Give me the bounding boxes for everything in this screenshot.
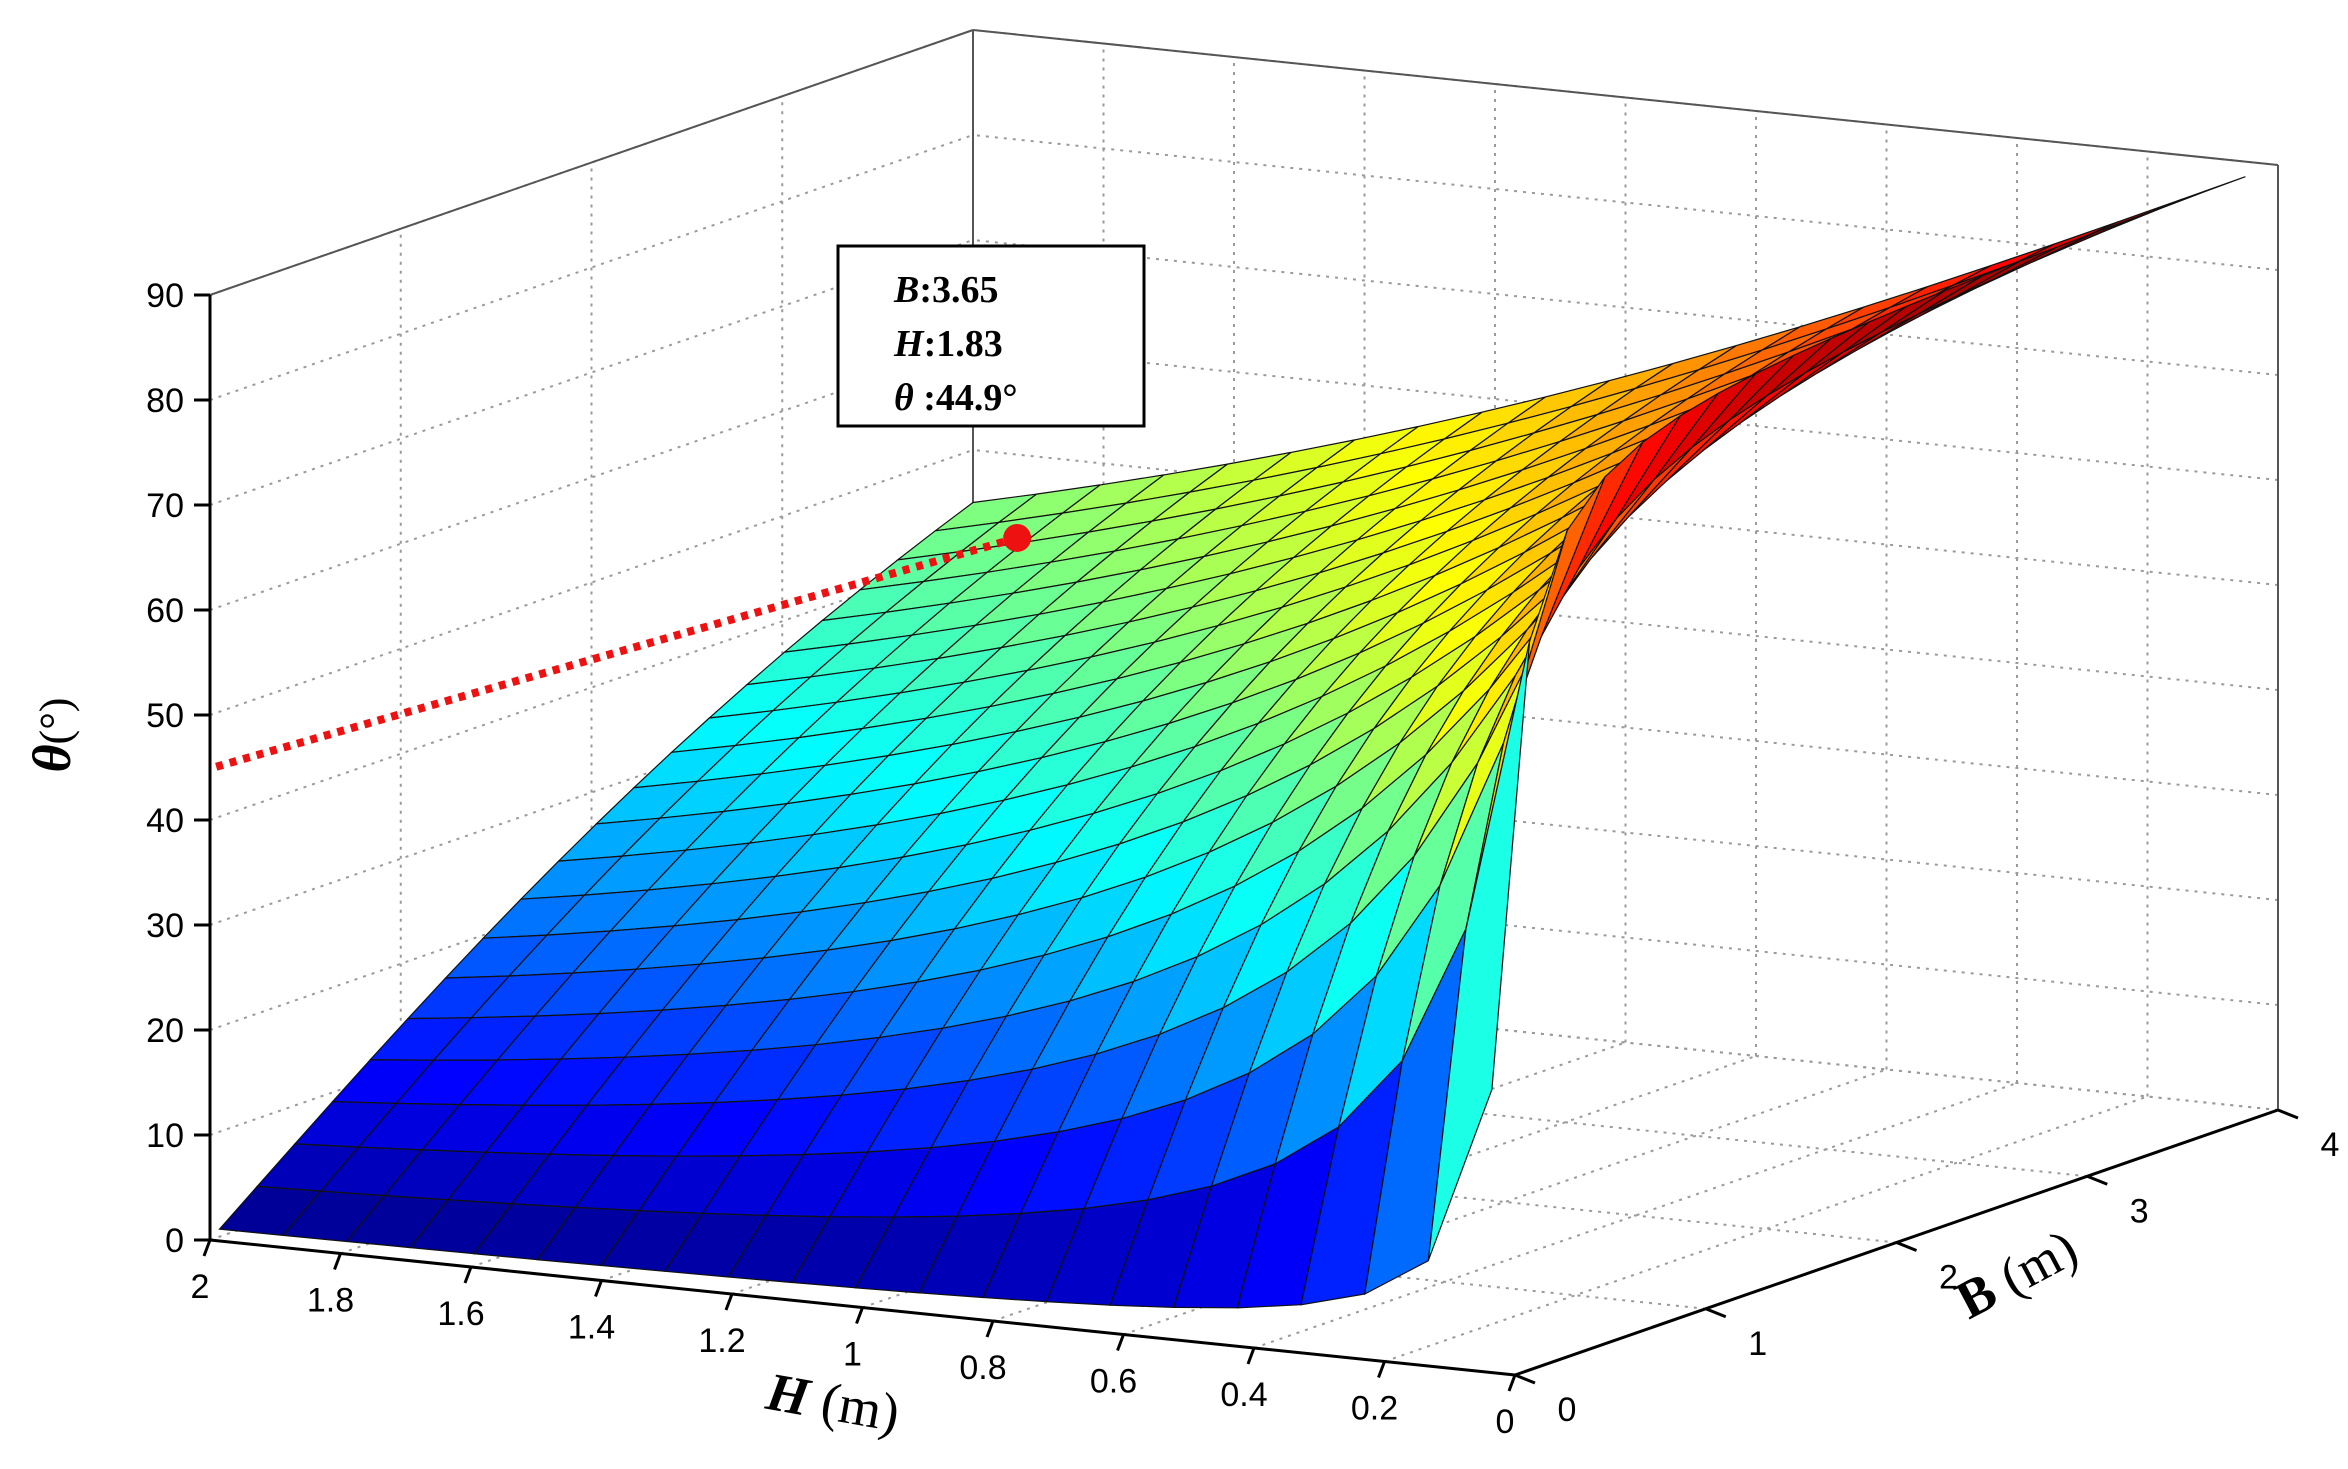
surface-plot bbox=[218, 176, 2246, 1309]
grid-line bbox=[972, 974, 2279, 1111]
data-tip-line-b: B:3.65 bbox=[893, 269, 999, 311]
surface-patch bbox=[1952, 243, 2055, 286]
surface-patch bbox=[1993, 232, 2095, 280]
grid-line bbox=[1384, 1095, 2148, 1363]
data-tip-theta-val: :44.9° bbox=[914, 377, 1018, 419]
grid-line bbox=[972, 764, 2279, 901]
data-tip-h-val: :1.83 bbox=[924, 323, 1003, 365]
data-tip-h-var: H bbox=[893, 323, 925, 365]
b-tick-label: 1 bbox=[1748, 1325, 1767, 1363]
axes bbox=[194, 293, 2299, 1392]
h-tick-label: 0.6 bbox=[1090, 1363, 1137, 1401]
b-tick bbox=[1705, 1307, 1727, 1319]
z-axis-label-symbol: θ bbox=[22, 744, 82, 772]
data-tip: B:3.65 H:1.83 θ :44.9° bbox=[836, 244, 1146, 428]
h-tick bbox=[1377, 1360, 1386, 1379]
z-axis-label: θ(°) bbox=[22, 698, 82, 773]
z-tick-label: 70 bbox=[146, 487, 184, 525]
z-tick-label: 50 bbox=[146, 697, 184, 735]
b-tick-label: 0 bbox=[1558, 1391, 1577, 1429]
svg-text:θ(°): θ(°) bbox=[22, 698, 82, 773]
h-tick bbox=[594, 1279, 603, 1298]
h-tick bbox=[985, 1320, 995, 1338]
grid-line bbox=[591, 1106, 1897, 1244]
h-tick-label: 1 bbox=[843, 1336, 862, 1374]
grid-line bbox=[972, 554, 2279, 691]
z-tick-label: 0 bbox=[165, 1222, 184, 1260]
z-tick-label: 60 bbox=[146, 592, 184, 630]
h-tick bbox=[202, 1239, 212, 1257]
data-tip-line-h: H:1.83 bbox=[893, 323, 1003, 365]
marker-group bbox=[208, 523, 1032, 773]
b-tick bbox=[2277, 1108, 2299, 1120]
h-tick bbox=[463, 1266, 473, 1284]
data-tip-theta-var: θ bbox=[894, 377, 914, 419]
h-tick-label: 0.2 bbox=[1351, 1390, 1398, 1428]
h-tick-label: 1.8 bbox=[307, 1282, 354, 1320]
h-tick bbox=[1507, 1374, 1517, 1392]
grid-line bbox=[972, 449, 2279, 586]
data-tip-b-var: B bbox=[893, 269, 919, 311]
data-tip-box bbox=[836, 244, 1146, 428]
z-tick-label: 40 bbox=[146, 802, 184, 840]
grid-line bbox=[782, 1040, 2088, 1178]
h-tick bbox=[1246, 1347, 1256, 1365]
b-tick-label: 2 bbox=[1939, 1259, 1958, 1297]
h-axis-label-unit: (m) bbox=[804, 1368, 904, 1443]
box-edge bbox=[972, 29, 2279, 166]
data-tip-line-theta: θ :44.9° bbox=[894, 377, 1018, 419]
svg-text:B (m): B (m) bbox=[1946, 1218, 2087, 1331]
h-tick bbox=[333, 1252, 342, 1271]
b-axis-label: B (m) bbox=[1946, 1218, 2087, 1331]
h-tick-label: 0.8 bbox=[959, 1349, 1006, 1387]
h-tick-label: 0.4 bbox=[1220, 1376, 1267, 1414]
svg-text:H (m): H (m) bbox=[761, 1361, 904, 1443]
h-tick-label: 1.6 bbox=[437, 1295, 484, 1333]
h-tick bbox=[724, 1293, 734, 1311]
z-tick-label: 80 bbox=[146, 382, 184, 420]
z-tick-label: 10 bbox=[146, 1117, 184, 1155]
grid-line bbox=[972, 659, 2279, 796]
b-tick-label: 4 bbox=[2321, 1126, 2340, 1164]
grid-line bbox=[972, 344, 2279, 481]
h-tick-label: 1.4 bbox=[568, 1309, 615, 1347]
h-tick bbox=[855, 1306, 864, 1325]
grid-line bbox=[972, 869, 2279, 1006]
z-tick-label: 30 bbox=[146, 907, 184, 945]
z-tick-label: 90 bbox=[146, 277, 184, 315]
box-edge bbox=[209, 29, 974, 296]
b-tick bbox=[1895, 1241, 1918, 1252]
b-tick-label: 3 bbox=[2130, 1192, 2149, 1230]
h-axis-label: H (m) bbox=[761, 1361, 904, 1443]
h-tick-label: 2 bbox=[191, 1268, 210, 1306]
b-tick bbox=[2086, 1174, 2108, 1186]
grid-line bbox=[400, 1172, 1706, 1310]
z-axis-label-unit: (°) bbox=[31, 698, 80, 745]
surface-patch bbox=[1427, 641, 1531, 1261]
grid-line bbox=[972, 239, 2279, 376]
h-tick-label: 0 bbox=[1496, 1403, 1515, 1441]
h-tick-label: 1.2 bbox=[698, 1322, 745, 1360]
z-tick-label: 20 bbox=[146, 1012, 184, 1050]
b-tick bbox=[1514, 1373, 1536, 1385]
data-tip-b-val: :3.65 bbox=[919, 269, 998, 311]
marker-point bbox=[1003, 523, 1032, 552]
h-tick bbox=[1116, 1333, 1125, 1352]
